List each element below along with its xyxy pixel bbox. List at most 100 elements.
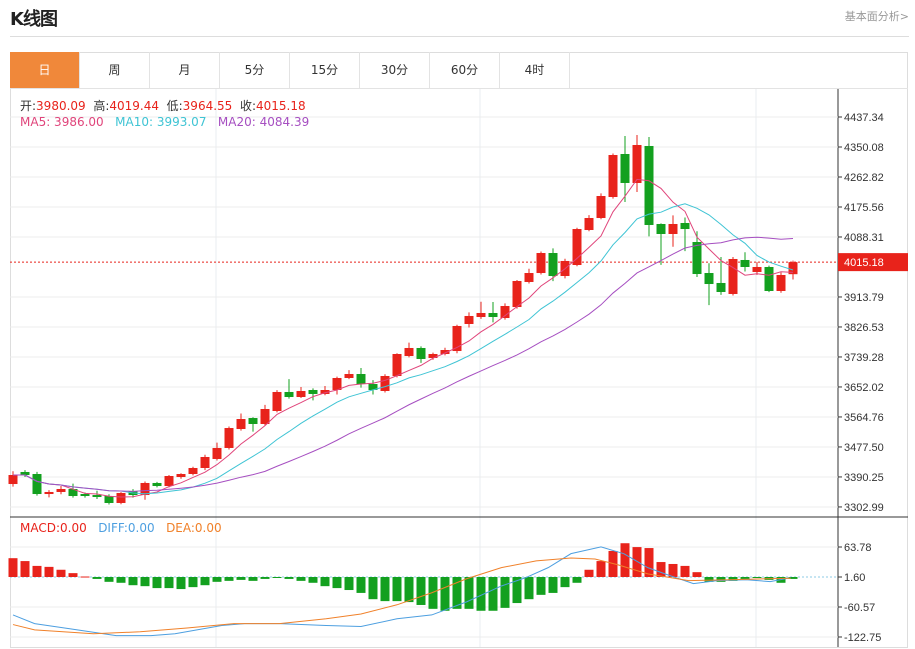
macd-bar-negative [176, 577, 186, 590]
candle-up [776, 275, 786, 291]
candle-down [356, 374, 366, 385]
macd-bar-negative [320, 577, 330, 587]
macd-bar-negative [704, 577, 714, 582]
last-price-badge [838, 253, 908, 272]
open-value: 3980.09 [36, 99, 86, 113]
tab-15min[interactable]: 15分 [290, 52, 360, 88]
macd-bar-negative [740, 577, 750, 579]
tab-60min[interactable]: 60分 [430, 52, 500, 88]
tab-4hour[interactable]: 4时 [500, 52, 570, 88]
ma10-value: MA10: 3993.07 [115, 115, 207, 129]
macd-bar-positive [32, 565, 42, 577]
price-tick-label: 3390.25 [844, 472, 884, 484]
ma5-value: MA5: 3986.00 [20, 115, 104, 129]
macd-bar-negative [212, 577, 222, 582]
candle-down [20, 471, 30, 476]
tab-5min[interactable]: 5分 [220, 52, 290, 88]
candle-up [44, 491, 54, 495]
chart-frame [10, 52, 908, 648]
candle-down [92, 495, 102, 498]
ma10-line [13, 203, 794, 495]
dea-value: DEA:0.00 [166, 521, 222, 535]
macd-bar-positive [632, 547, 642, 577]
ma-readout: MA5: 3986.00 MA10: 3993.07 MA20: 4084.39 [20, 115, 309, 129]
price-tick-label: 3826.53 [844, 322, 884, 334]
macd-value: MACD:0.00 [20, 521, 87, 535]
macd-bar-positive [584, 569, 594, 577]
candle-down [692, 242, 702, 275]
macd-bar-negative [488, 577, 498, 611]
macd-bar-negative [524, 577, 534, 600]
candle-up [572, 229, 582, 266]
price-tick-label: 3913.79 [844, 292, 884, 304]
candle-down [620, 154, 630, 183]
macd-bar-negative [164, 577, 174, 589]
tab-month[interactable]: 月 [150, 52, 220, 88]
high-value: 4019.44 [109, 99, 159, 113]
candle-up [188, 467, 198, 475]
candle-up [56, 488, 66, 492]
candle-up [380, 376, 390, 391]
macd-bar-positive [692, 572, 702, 577]
candle-down [32, 474, 42, 495]
price-tick-label: 3564.76 [844, 412, 884, 424]
candle-down [416, 347, 426, 359]
candle-up [332, 377, 342, 390]
open-label: 开: [20, 99, 37, 113]
macd-tick-label: 1.60 [844, 572, 865, 584]
candle-down [704, 273, 714, 285]
ohlc-readout: 开:3980.09 高:4019.44 低:3964.55 收:4015.18 [20, 97, 306, 114]
candle-down [308, 389, 318, 394]
macd-bar-positive [596, 561, 606, 577]
macd-bar-negative [128, 577, 138, 586]
candle-up [272, 391, 282, 411]
candle-down [656, 223, 666, 234]
candle-up [260, 409, 270, 424]
macd-bar-positive [20, 561, 30, 577]
tab-30min[interactable]: 30分 [360, 52, 430, 88]
candle-up [440, 350, 450, 355]
candle-up [464, 315, 474, 324]
candle-up [344, 374, 354, 378]
macd-bar-negative [104, 577, 114, 582]
candle-down [740, 259, 750, 267]
ma5-line [13, 178, 794, 498]
candle-up [584, 218, 594, 231]
candle-down [68, 488, 78, 497]
macd-bar-negative [416, 577, 426, 605]
dea-line [12, 557, 791, 635]
macd-bar-negative [284, 577, 294, 579]
header-divider [10, 36, 909, 37]
macd-bar-positive [644, 548, 654, 577]
candle-up [728, 258, 738, 294]
candle-down [716, 282, 726, 292]
macd-bar-negative [92, 577, 102, 579]
macd-bar-negative [368, 577, 378, 600]
price-tick-label: 3477.50 [844, 442, 884, 454]
candle-up [176, 474, 186, 477]
candle-up [236, 419, 246, 430]
candle-up [320, 389, 330, 394]
macd-bar-negative [116, 577, 126, 583]
candle-up [752, 266, 762, 272]
tab-day[interactable]: 日 [10, 52, 80, 88]
macd-bar-negative [572, 577, 582, 583]
candle-up [116, 492, 126, 503]
macd-bar-negative [296, 577, 306, 581]
macd-bar-negative [260, 577, 270, 579]
price-tick-label: 4262.82 [844, 172, 884, 184]
fundamental-analysis-link[interactable]: 基本面分析> [844, 10, 909, 23]
macd-bar-positive [668, 563, 678, 577]
close-value: 4015.18 [255, 99, 306, 113]
macd-bar-positive [680, 565, 690, 577]
macd-bar-negative [440, 577, 450, 611]
candle-up [788, 262, 798, 275]
candle-up [164, 476, 174, 487]
tab-week[interactable]: 周 [80, 52, 150, 88]
candle-up [428, 354, 438, 358]
candle-down [104, 496, 114, 503]
macd-bar-negative [188, 577, 198, 588]
candle-up [404, 347, 414, 356]
macd-bar-negative [248, 577, 258, 581]
